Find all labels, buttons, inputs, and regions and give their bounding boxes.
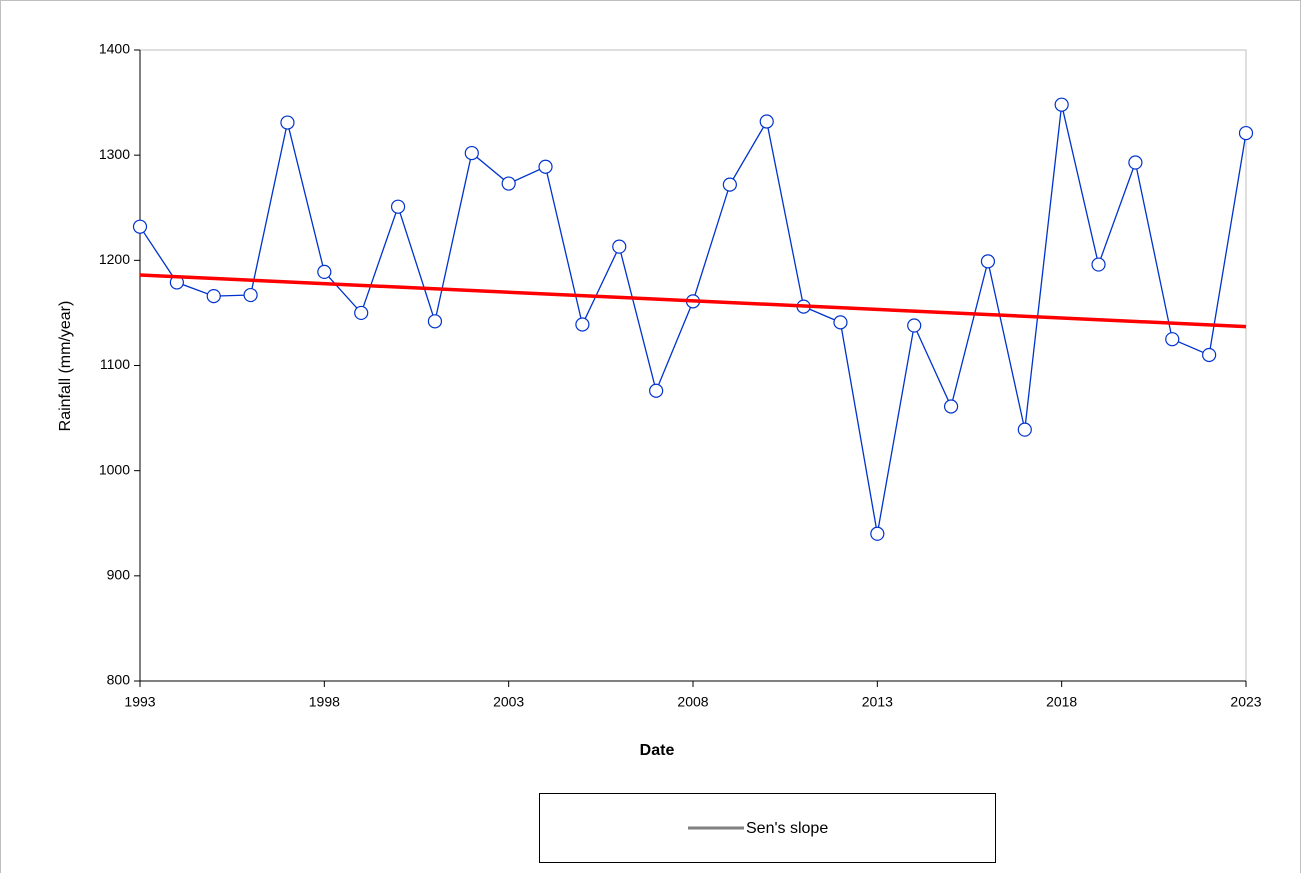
x-tick-label: 1993 [124,694,155,710]
y-tick-label: 1400 [99,41,130,57]
x-tick-label: 2023 [1230,694,1261,710]
data-point [943,399,959,414]
data-point [538,159,553,174]
data-point [464,145,479,161]
data-point [980,254,996,269]
data-point [907,318,922,333]
data-point [280,115,295,130]
data-point [1165,332,1180,347]
data-point [612,239,627,254]
y-tick-label: 1200 [99,251,130,267]
data-point [501,176,516,191]
x-tick-label: 2013 [862,694,893,710]
data-point [317,264,332,280]
data-point [722,177,737,192]
data-point [1054,97,1069,112]
data-point [1202,347,1217,363]
data-point [243,287,258,303]
legend-label: Sen's slope [746,820,828,837]
x-axis-label: Date [640,742,675,759]
data-point [427,314,443,329]
y-tick-label: 1300 [99,146,130,162]
y-tick-label: 900 [107,567,131,583]
trend-line [139,273,1247,329]
data-point [575,317,590,332]
y-tick-label: 1100 [100,356,130,372]
data-point [206,288,221,304]
data-point [1017,422,1032,437]
data-point [1128,155,1143,170]
data-point [354,305,369,321]
data-point [649,383,664,398]
data-point [1238,125,1254,141]
data-point [132,219,148,234]
x-tick-label: 2018 [1046,694,1077,710]
x-tick-label: 1998 [309,694,340,710]
legend [539,793,996,863]
data-point [759,114,774,129]
x-tick-label: 2003 [493,694,524,710]
y-tick-label: 800 [107,672,131,688]
data-point [1091,257,1106,272]
x-tick-label: 2008 [677,694,708,710]
data-point [870,526,885,541]
data-point [390,199,406,214]
data-point [833,315,848,330]
y-axis-label: Rainfall (mm/year) [57,301,74,432]
y-tick-label: 1000 [99,461,130,477]
